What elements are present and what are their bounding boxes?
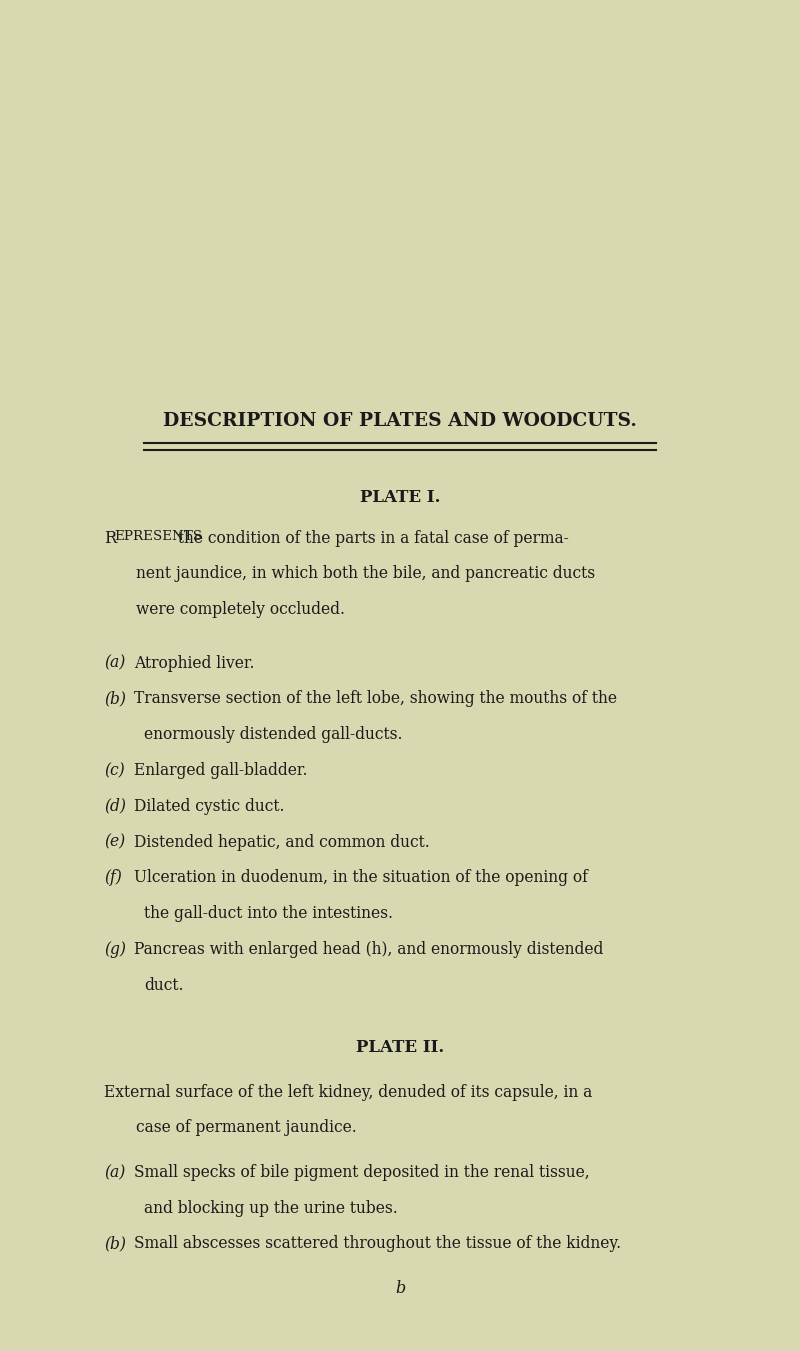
Text: Dilated cystic duct.: Dilated cystic duct.	[134, 797, 285, 815]
Text: (f): (f)	[104, 870, 122, 886]
Text: Distended hepatic, and common duct.: Distended hepatic, and common duct.	[134, 834, 430, 851]
Text: DESCRIPTION OF PLATES AND WOODCUTS.: DESCRIPTION OF PLATES AND WOODCUTS.	[163, 412, 637, 430]
Text: Ulceration in duodenum, in the situation of the opening of: Ulceration in duodenum, in the situation…	[134, 870, 588, 886]
Text: and blocking up the urine tubes.: and blocking up the urine tubes.	[144, 1200, 398, 1217]
Text: enormously distended gall-ducts.: enormously distended gall-ducts.	[144, 727, 402, 743]
Text: case of permanent jaundice.: case of permanent jaundice.	[136, 1120, 357, 1136]
Text: the gall-duct into the intestines.: the gall-duct into the intestines.	[144, 905, 393, 923]
Text: EPRESENTS: EPRESENTS	[114, 530, 202, 543]
Text: R: R	[104, 530, 116, 547]
Text: (e): (e)	[104, 834, 125, 851]
Text: (a): (a)	[104, 1165, 126, 1181]
Text: PLATE I.: PLATE I.	[360, 489, 440, 507]
Text: (b): (b)	[104, 1236, 126, 1252]
Text: Atrophied liver.: Atrophied liver.	[134, 655, 255, 671]
Text: Transverse section of the left lobe, showing the mouths of the: Transverse section of the left lobe, sho…	[134, 690, 618, 708]
Text: (a): (a)	[104, 655, 126, 671]
Text: Enlarged gall-bladder.: Enlarged gall-bladder.	[134, 762, 308, 780]
Text: Small specks of bile pigment deposited in the renal tissue,: Small specks of bile pigment deposited i…	[134, 1165, 590, 1181]
Text: duct.: duct.	[144, 977, 183, 994]
Text: nent jaundice, in which both the bile, and pancreatic ducts: nent jaundice, in which both the bile, a…	[136, 566, 595, 582]
Text: the condition of the parts in a fatal case of perma-: the condition of the parts in a fatal ca…	[173, 530, 569, 547]
Text: b: b	[395, 1281, 405, 1297]
Text: (g): (g)	[104, 942, 126, 958]
Text: were completely occluded.: were completely occluded.	[136, 601, 345, 619]
Text: Small abscesses scattered throughout the tissue of the kidney.: Small abscesses scattered throughout the…	[134, 1236, 622, 1252]
Text: Pancreas with enlarged head (h), and enormously distended: Pancreas with enlarged head (h), and eno…	[134, 942, 604, 958]
Text: (d): (d)	[104, 797, 126, 815]
Text: (c): (c)	[104, 762, 125, 780]
Text: PLATE II.: PLATE II.	[356, 1039, 444, 1056]
Text: External surface of the left kidney, denuded of its capsule, in a: External surface of the left kidney, den…	[104, 1084, 592, 1101]
Text: (b): (b)	[104, 690, 126, 708]
